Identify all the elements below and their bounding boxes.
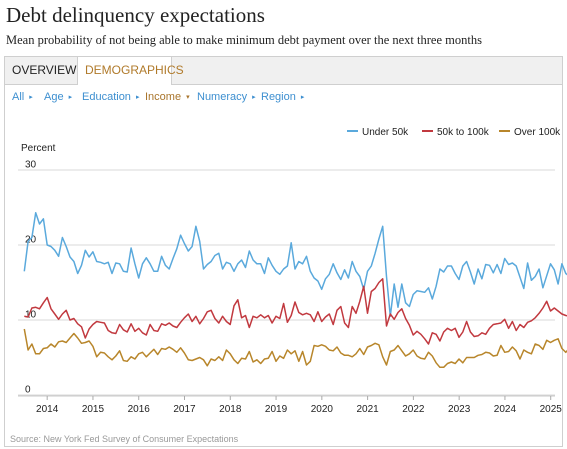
x-tick-label: 2017 — [173, 404, 196, 415]
source-note: Source: New York Fed Survey of Consumer … — [10, 434, 239, 444]
x-tick-label: 2015 — [82, 404, 105, 415]
filter-numeracy-label: Numeracy — [197, 91, 248, 103]
series-line-50k-to-100k — [24, 278, 567, 345]
y-tick-label: 30 — [25, 160, 37, 171]
filter-income[interactable]: Income ▾ — [145, 91, 190, 103]
x-tick-label: 2024 — [494, 404, 517, 415]
filter-region[interactable]: Region ▸ — [261, 91, 304, 103]
filter-age-label: Age — [44, 91, 64, 103]
x-tick-label: 2014 — [36, 404, 59, 415]
filter-income-label: Income — [145, 91, 182, 103]
caret-right-icon: ▸ — [68, 94, 73, 101]
y-tick-label: 0 — [25, 385, 31, 396]
y-tick-label: 10 — [25, 310, 37, 321]
caret-right-icon: ▸ — [29, 94, 33, 101]
caret-right-icon: ▸ — [135, 94, 140, 101]
filter-numeracy[interactable]: Numeracy ▸ — [197, 91, 256, 103]
series-line-over-100k — [23, 328, 567, 369]
tab-bar: OVERVIEW DEMOGRAPHICS — [5, 57, 562, 85]
x-tick-label: 2025 — [540, 404, 563, 415]
filter-all-label: All — [12, 91, 25, 103]
legend-label: Over 100k — [514, 127, 561, 138]
x-tick-label: 2022 — [402, 404, 425, 415]
x-tick-label: 2020 — [311, 404, 334, 415]
caret-right-icon: ▸ — [300, 94, 305, 101]
x-tick-label: 2016 — [128, 404, 151, 415]
x-tick-label: 2021 — [356, 404, 379, 415]
series-line-under-50k — [23, 212, 567, 318]
page-subtitle: Mean probability of not being able to ma… — [6, 33, 482, 47]
x-tick-label: 2018 — [219, 404, 242, 415]
page-title: Debt delinquency expectations — [6, 3, 265, 27]
y-tick-label: 20 — [25, 235, 37, 246]
legend-label: 50k to 100k — [437, 127, 490, 138]
filter-all[interactable]: All ▸ — [12, 91, 33, 103]
legend-label: Under 50k — [362, 127, 409, 138]
x-tick-label: 2023 — [448, 404, 471, 415]
filter-education-label: Education — [82, 91, 131, 103]
x-tick-label: 2019 — [265, 404, 288, 415]
filter-age[interactable]: Age ▸ — [44, 91, 72, 103]
caret-down-icon: ▾ — [186, 94, 190, 101]
tab-demographics[interactable]: DEMOGRAPHICS — [77, 57, 184, 85]
y-axis-label: Percent — [21, 143, 56, 154]
filter-region-label: Region — [261, 91, 296, 103]
caret-right-icon: ▸ — [252, 94, 256, 101]
chart-panel: OVERVIEW DEMOGRAPHICS All ▸ Age ▸ Educatio… — [4, 56, 563, 447]
tab-overview[interactable]: OVERVIEW — [12, 63, 77, 77]
filter-education[interactable]: Education ▸ — [82, 91, 139, 103]
